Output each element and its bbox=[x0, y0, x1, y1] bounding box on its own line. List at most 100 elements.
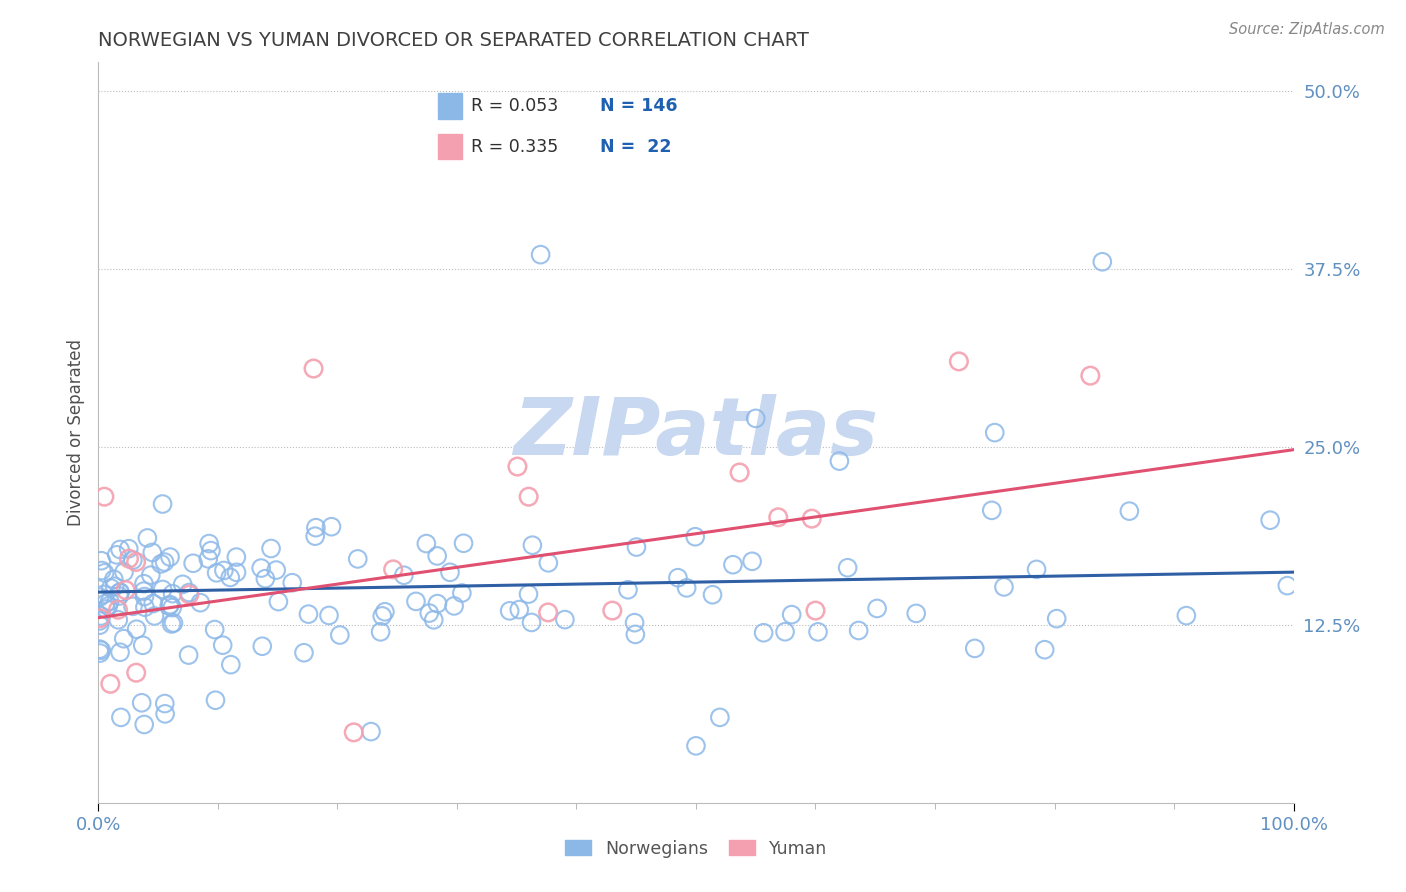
Point bbox=[98, 594, 121, 608]
Point bbox=[89, 611, 111, 625]
Point bbox=[94, 596, 117, 610]
Point bbox=[709, 710, 731, 724]
Point bbox=[745, 411, 768, 425]
Point bbox=[150, 557, 173, 571]
Point bbox=[107, 603, 129, 617]
Point bbox=[252, 639, 274, 653]
Point bbox=[212, 564, 235, 578]
Point bbox=[89, 618, 111, 632]
Point bbox=[506, 459, 529, 474]
Point bbox=[517, 490, 540, 504]
Point bbox=[530, 247, 553, 261]
Point bbox=[321, 519, 343, 533]
Point bbox=[98, 677, 121, 691]
Point bbox=[948, 354, 970, 368]
Point bbox=[741, 554, 763, 568]
Point bbox=[90, 643, 112, 657]
Point bbox=[426, 549, 449, 563]
Point bbox=[304, 529, 326, 543]
Point bbox=[139, 568, 162, 582]
Text: Source: ZipAtlas.com: Source: ZipAtlas.com bbox=[1229, 22, 1385, 37]
Point bbox=[142, 597, 165, 611]
Point bbox=[685, 739, 707, 753]
Point bbox=[260, 541, 283, 556]
Text: N =  22: N = 22 bbox=[599, 138, 671, 156]
Point bbox=[828, 454, 851, 468]
Point bbox=[423, 613, 446, 627]
Point bbox=[1258, 513, 1281, 527]
Point bbox=[554, 613, 576, 627]
Point bbox=[370, 624, 392, 639]
Point bbox=[624, 627, 647, 641]
Text: N = 146: N = 146 bbox=[599, 97, 678, 115]
Point bbox=[993, 580, 1015, 594]
Point bbox=[837, 560, 859, 574]
Point bbox=[153, 697, 176, 711]
Point bbox=[302, 361, 325, 376]
Text: R = 0.335: R = 0.335 bbox=[471, 138, 558, 156]
Point bbox=[984, 425, 1007, 440]
Point bbox=[110, 710, 132, 724]
Point bbox=[122, 553, 145, 567]
Point bbox=[132, 584, 155, 599]
Point bbox=[602, 604, 624, 618]
Point bbox=[346, 552, 368, 566]
Point bbox=[152, 582, 174, 597]
Point bbox=[1175, 608, 1198, 623]
Point bbox=[702, 588, 724, 602]
Point bbox=[281, 575, 304, 590]
Point bbox=[112, 565, 135, 579]
Point bbox=[90, 564, 112, 578]
Point bbox=[141, 545, 163, 559]
Point bbox=[131, 696, 153, 710]
Point bbox=[305, 521, 328, 535]
Point bbox=[118, 541, 141, 556]
Point bbox=[152, 497, 174, 511]
Point bbox=[1025, 562, 1047, 576]
Point bbox=[498, 604, 520, 618]
Point bbox=[508, 602, 530, 616]
Point bbox=[382, 562, 405, 576]
Point bbox=[107, 613, 129, 627]
Point bbox=[980, 503, 1002, 517]
Point bbox=[122, 599, 145, 614]
Point bbox=[374, 605, 396, 619]
Point bbox=[343, 725, 366, 739]
Point bbox=[418, 606, 440, 620]
Point bbox=[89, 646, 111, 660]
Point bbox=[752, 625, 775, 640]
Point bbox=[198, 536, 221, 550]
Point bbox=[453, 536, 475, 550]
Point bbox=[267, 594, 290, 608]
Text: R = 0.053: R = 0.053 bbox=[471, 97, 558, 115]
Point bbox=[134, 600, 156, 615]
Point bbox=[114, 582, 136, 597]
Point bbox=[1033, 642, 1056, 657]
Point bbox=[848, 624, 870, 638]
Point bbox=[188, 596, 211, 610]
Point bbox=[780, 607, 803, 622]
Legend: Norwegians, Yuman: Norwegians, Yuman bbox=[558, 832, 834, 864]
Point bbox=[104, 579, 127, 593]
Point bbox=[250, 561, 273, 575]
Point bbox=[134, 590, 156, 604]
Point bbox=[134, 717, 156, 731]
Point bbox=[179, 588, 201, 602]
Point bbox=[219, 570, 242, 584]
Point bbox=[153, 706, 176, 721]
Point bbox=[721, 558, 744, 572]
Point bbox=[159, 549, 181, 564]
Point bbox=[517, 587, 540, 601]
Point bbox=[292, 646, 315, 660]
Point bbox=[626, 540, 648, 554]
Point bbox=[1277, 579, 1299, 593]
Point bbox=[177, 648, 200, 662]
Point bbox=[132, 638, 155, 652]
Point bbox=[537, 606, 560, 620]
Point bbox=[800, 511, 823, 525]
Point bbox=[683, 530, 706, 544]
Point bbox=[537, 556, 560, 570]
Point bbox=[1118, 504, 1140, 518]
Point bbox=[93, 587, 115, 601]
Point bbox=[159, 598, 181, 612]
